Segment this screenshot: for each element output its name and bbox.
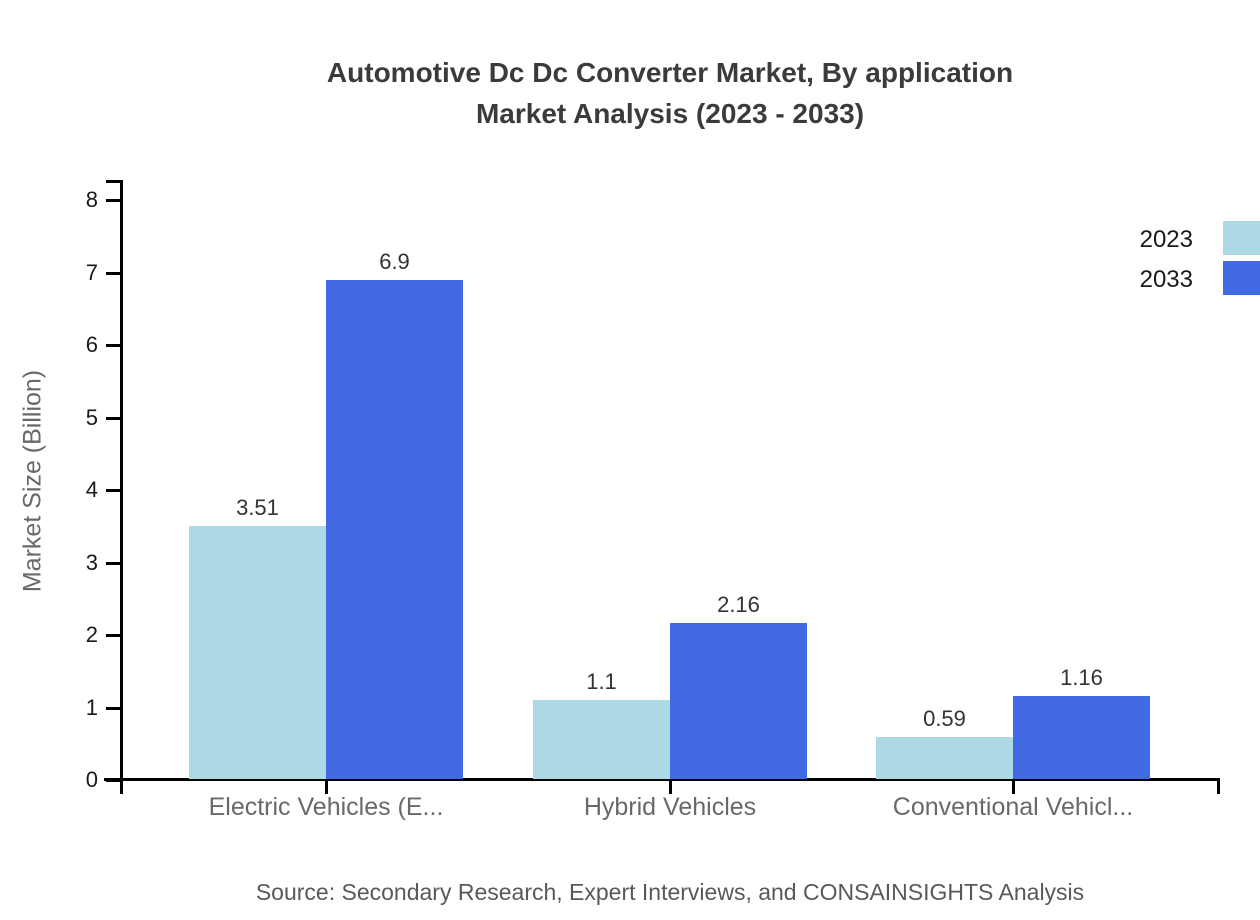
- legend-swatch: [1223, 221, 1260, 255]
- y-axis-line: [120, 180, 123, 794]
- y-tick: [106, 271, 120, 275]
- y-tick: [106, 416, 120, 420]
- bar-value-label: 1.1: [586, 669, 617, 695]
- bar-value-label: 2.16: [717, 592, 760, 618]
- legend-label: 2033: [1139, 266, 1193, 293]
- y-tick: [106, 199, 120, 202]
- bar: [1013, 695, 1150, 779]
- x-axis-endcap: [1217, 778, 1220, 794]
- x-tick: [1012, 781, 1015, 794]
- chart-title-line2: Market Analysis (2023 - 2033): [475, 98, 865, 129]
- y-tick-label: 0: [85, 767, 98, 792]
- x-tick: [669, 781, 672, 794]
- y-tick-label: 7: [85, 259, 98, 285]
- y-tick-label: 5: [85, 404, 98, 430]
- bar: [670, 623, 807, 779]
- chart-title: Automotive Dc Dc Converter Market, By ap…: [80, 52, 1260, 134]
- bar: [326, 279, 463, 779]
- y-tick-label: 4: [85, 477, 98, 502]
- y-tick-label: 6: [85, 332, 98, 357]
- bar-value-label: 3.51: [236, 494, 279, 520]
- y-tick: [106, 561, 120, 565]
- source-text: Source: Secondary Research, Expert Inter…: [255, 879, 1085, 905]
- y-tick-label: 2: [85, 622, 98, 647]
- y-tick: [106, 779, 120, 782]
- y-tick: [106, 634, 120, 637]
- category-label: Conventional Vehicl...: [892, 793, 1134, 821]
- legend-label: 2023: [1139, 226, 1193, 253]
- chart-title-line1: Automotive Dc Dc Converter Market, By ap…: [326, 57, 1014, 88]
- x-tick: [325, 781, 328, 794]
- legend-swatch: [1223, 261, 1260, 295]
- bar: [189, 525, 326, 779]
- category-label: Electric Vehicles (E...: [208, 793, 444, 821]
- category-label: Hybrid Vehicles: [583, 793, 757, 821]
- bar: [876, 737, 1013, 779]
- bar-value-label: 6.9: [379, 248, 410, 274]
- y-tick: [106, 489, 120, 492]
- x-axis-line: [104, 778, 1220, 781]
- y-tick-label: 8: [85, 187, 98, 212]
- y-tick: [106, 344, 120, 347]
- bar: [533, 700, 670, 779]
- y-tick: [106, 706, 120, 710]
- bar-value-label: 0.59: [923, 706, 966, 732]
- y-tick-label: 1: [85, 694, 98, 720]
- bar-value-label: 1.16: [1060, 664, 1103, 690]
- y-axis-endcap: [106, 180, 120, 183]
- y-axis-label: Market Size (Billion): [18, 369, 47, 593]
- y-tick-label: 3: [85, 549, 98, 575]
